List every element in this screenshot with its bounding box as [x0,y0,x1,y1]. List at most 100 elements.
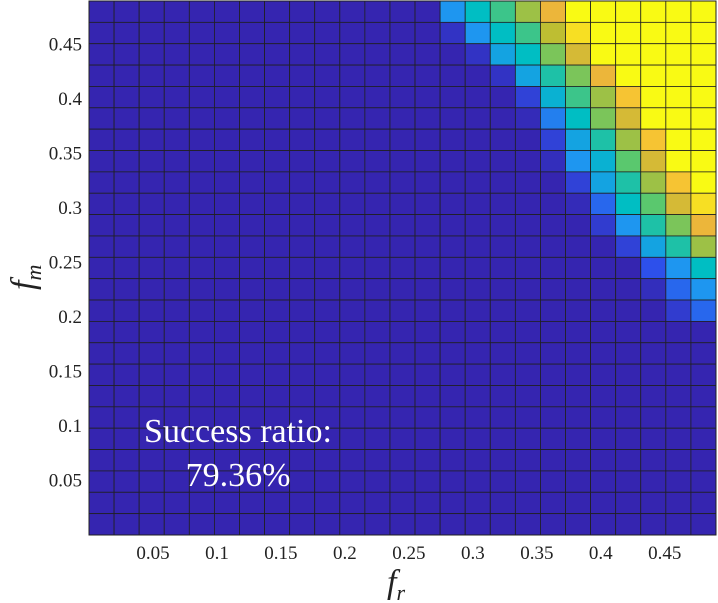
heatmap-cell [414,470,441,493]
heatmap-cell [615,0,642,23]
heatmap-cell [640,427,667,450]
heatmap-cell [364,64,391,87]
heatmap-cell [489,235,516,258]
y-axis-ticks: 0.05 0.1 0.15 0.2 0.25 0.3 0.35 0.4 0.45 [49,35,83,492]
heatmap-cell [314,171,341,194]
heatmap-cell [640,21,667,45]
heatmap-cell [213,128,240,151]
heatmap-cell [439,128,466,151]
heatmap-cell [640,128,667,151]
heatmap-cell [264,107,291,130]
heatmap-cell [690,342,717,365]
heatmap-cell [414,21,441,45]
heatmap-cell [289,21,316,45]
heatmap-cell [138,342,165,365]
heatmap-cell [364,299,391,322]
heatmap-cell [264,513,291,536]
heatmap-cell [665,235,692,258]
heatmap-cell [615,64,642,87]
heatmap-cell [489,449,516,472]
heatmap-cell [690,43,717,66]
heatmap-cell [389,0,416,23]
heatmap-cell [464,235,491,258]
heatmap-cell [489,150,516,173]
heatmap-cell [615,427,642,450]
heatmap-cell [213,513,240,536]
heatmap-cell [339,171,366,194]
heatmap-cell [615,278,642,301]
heatmap-cell [88,128,115,151]
heatmap-cell [565,86,592,109]
heatmap-cell [364,470,391,493]
heatmap-cell [640,513,667,536]
heatmap-cell [364,513,391,536]
heatmap-cell [590,86,617,109]
heatmap-cell [289,513,316,536]
heatmap-cell [690,491,717,515]
heatmap-cell [364,320,391,344]
heatmap-cell [163,0,190,23]
heatmap-cell [540,21,566,45]
heatmap-cell [439,64,466,87]
heatmap-cell [640,385,667,408]
heatmap-cell [565,235,592,258]
heatmap-cell [289,470,316,493]
heatmap-cell [615,449,642,472]
heatmap-cell [565,491,592,515]
heatmap-cell [163,171,190,194]
heatmap-cell [514,342,541,365]
heatmap-cell [389,449,416,472]
heatmap-cell [289,86,316,109]
heatmap-cell [138,128,165,151]
heatmap-cell [565,192,592,216]
heatmap-cell [364,342,391,365]
heatmap-cell [439,150,466,173]
heatmap-cell [113,385,140,408]
heatmap-cell [665,0,692,23]
heatmap-cell [339,235,366,258]
heatmap-cell [439,235,466,258]
heatmap-cell [239,513,265,536]
heatmap-cell [138,235,165,258]
heatmap-cell [590,235,617,258]
heatmap-cell [389,235,416,258]
heatmap-cell [464,0,491,23]
heatmap-cell [314,21,341,45]
x-axis-label: fr [387,564,405,603]
heatmap-cell [665,491,692,515]
heatmap-cell [88,320,115,344]
heatmap-cell [565,299,592,322]
heatmap-cell [665,21,692,45]
heatmap-cell [389,513,416,536]
heatmap-cell [213,256,240,280]
heatmap-cell [489,299,516,322]
heatmap-cell [213,299,240,322]
heatmap-cell [163,342,190,365]
heatmap-cell [88,491,115,515]
heatmap-cell [188,513,215,536]
heatmap-cell [239,385,265,408]
heatmap-cell [314,363,341,386]
heatmap-cell [540,64,566,87]
heatmap-cell [113,278,140,301]
heatmap-cell [590,342,617,365]
heatmap-cell [239,214,265,237]
heatmap-cell [113,491,140,515]
heatmap-cell [213,385,240,408]
heatmap-cell [138,171,165,194]
heatmap-cell [364,256,391,280]
heatmap-cell [264,235,291,258]
heatmap-cell [489,214,516,237]
y-tick-label: 0.25 [49,253,82,274]
heatmap-cell [464,256,491,280]
heatmap-cell [565,64,592,87]
heatmap-cell [264,299,291,322]
heatmap-cell [113,470,140,493]
heatmap-cell [113,427,140,450]
heatmap-cell [188,385,215,408]
x-tick-label: 0.05 [136,543,169,564]
heatmap-cell [163,64,190,87]
heatmap-cell [615,21,642,45]
heatmap-cell [389,299,416,322]
heatmap-cell [289,320,316,344]
